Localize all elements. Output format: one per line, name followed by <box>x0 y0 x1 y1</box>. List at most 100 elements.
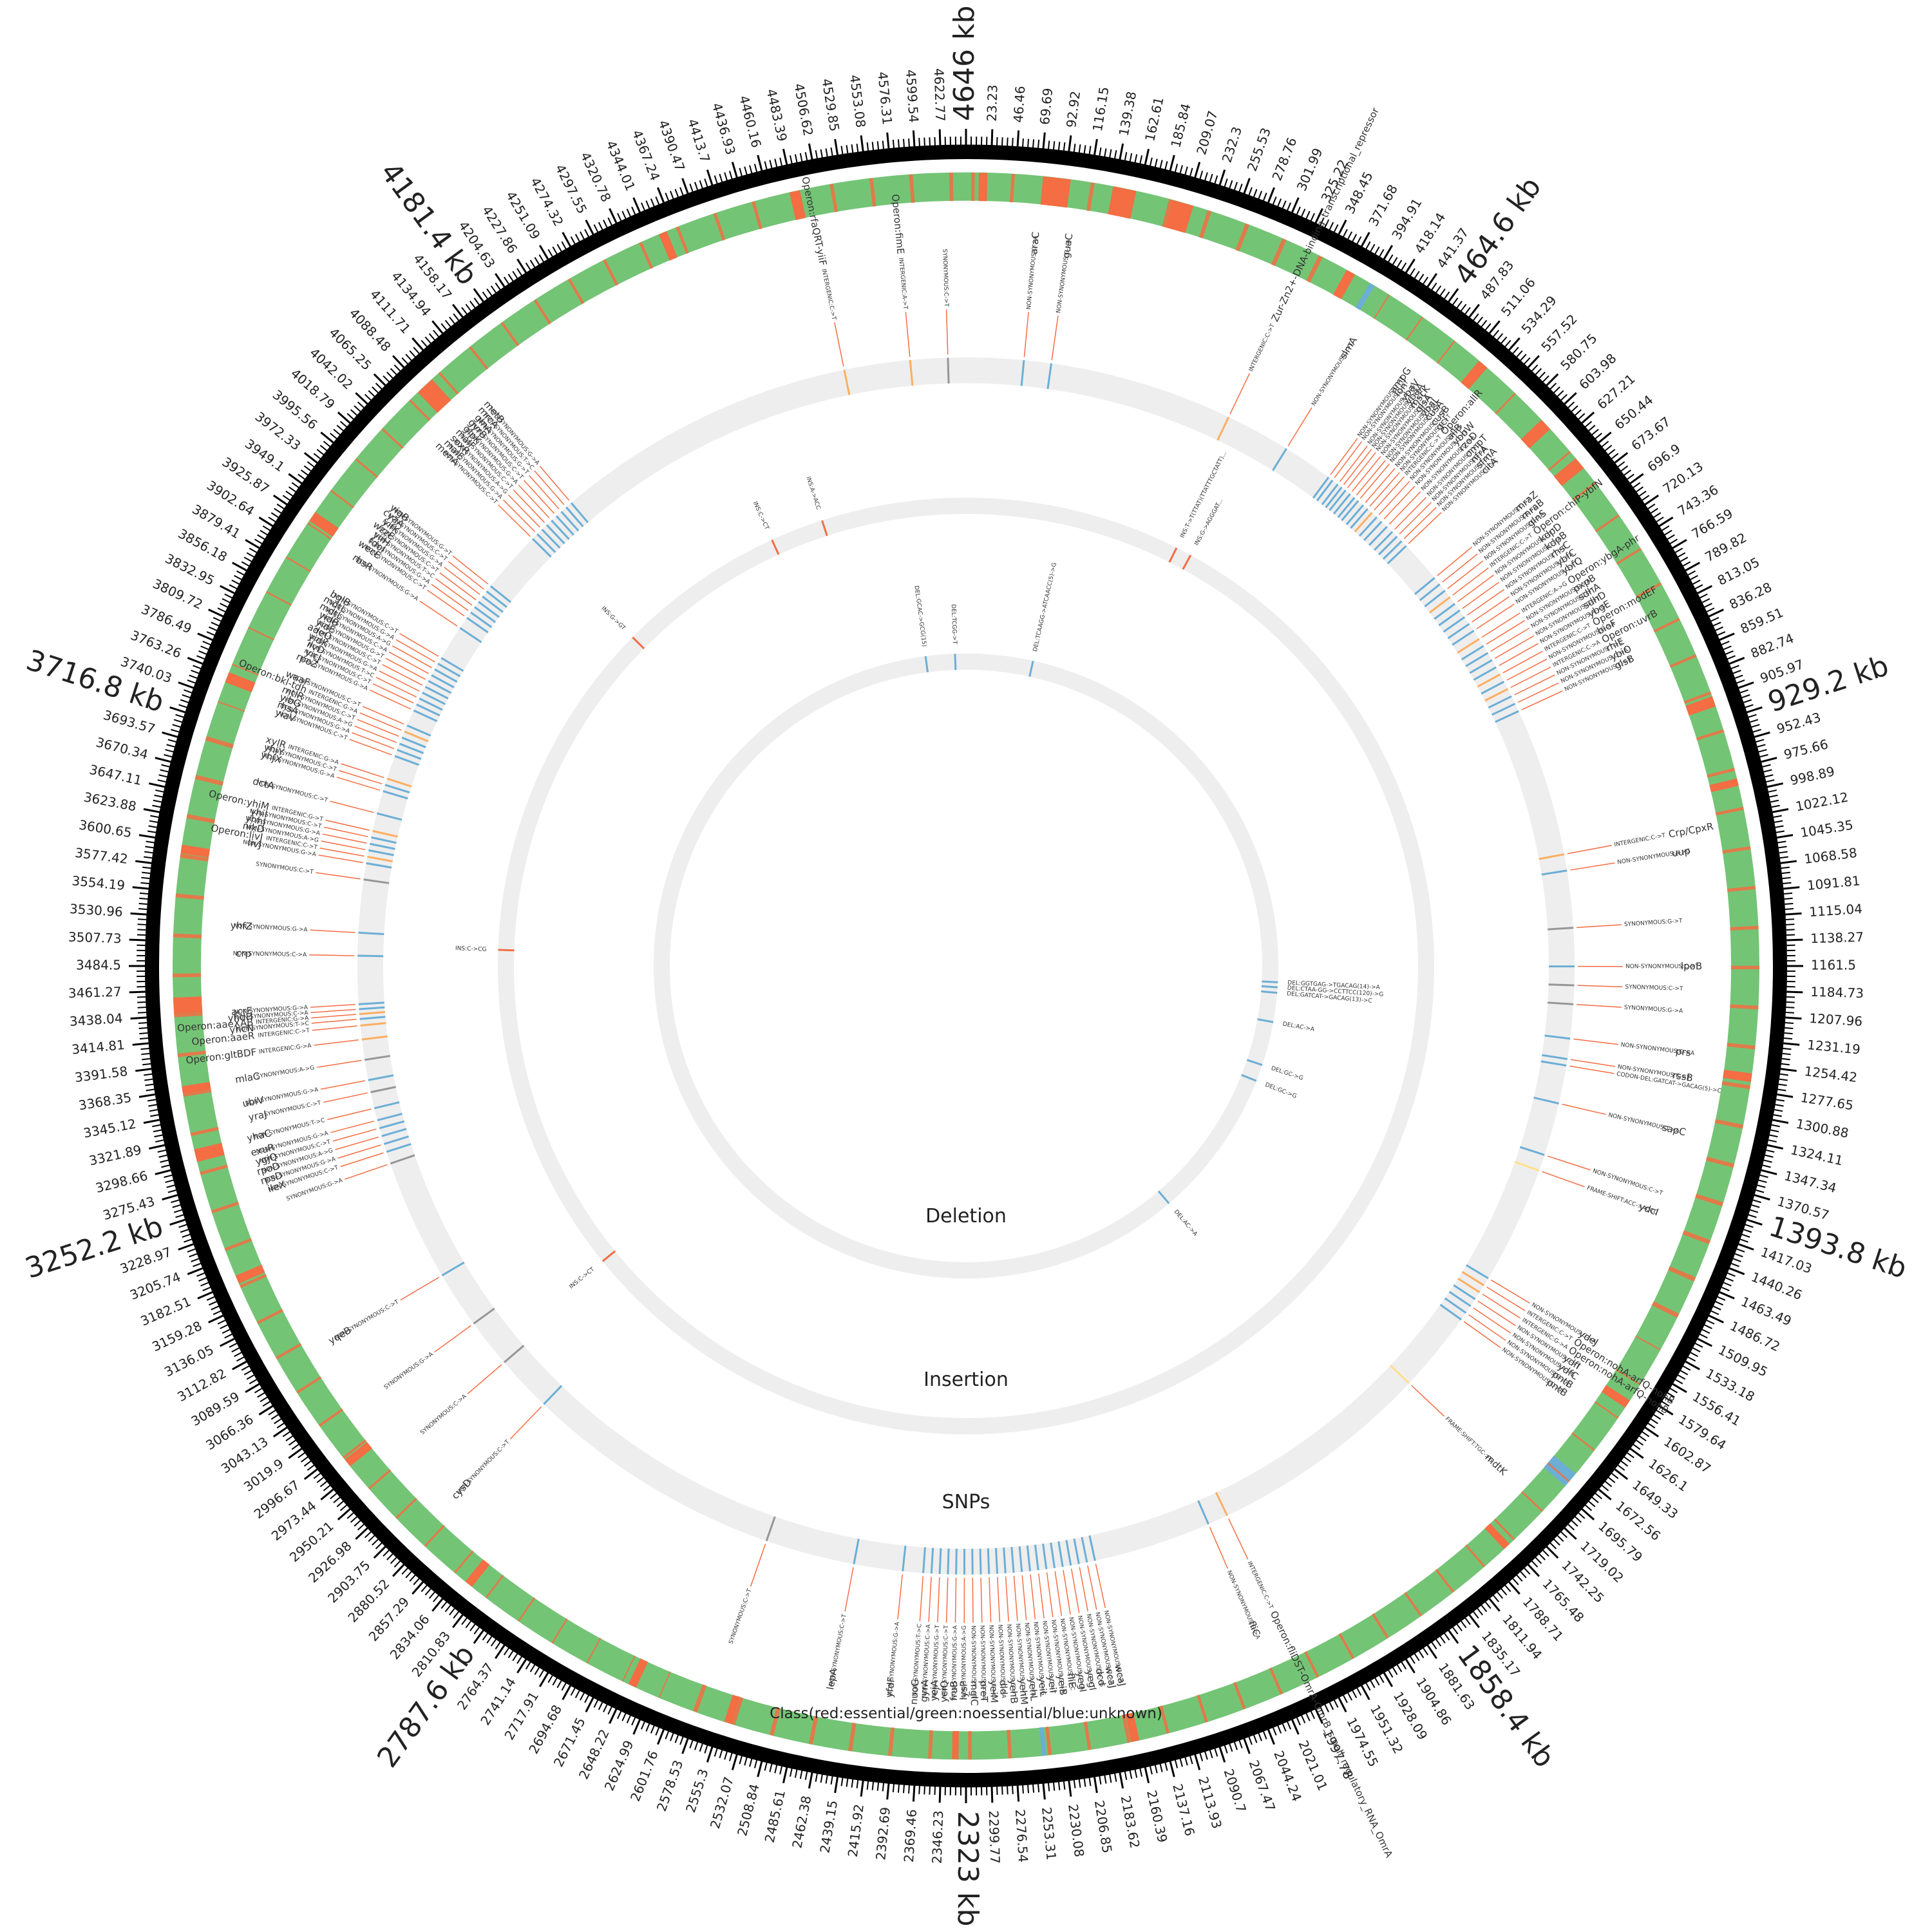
minor-tick <box>719 173 723 182</box>
major-tick <box>1658 516 1674 527</box>
minor-tick <box>175 714 184 718</box>
essential-stripe <box>909 174 915 204</box>
essential-region <box>1484 1523 1510 1549</box>
snp-connector <box>518 484 550 518</box>
snp-effect-label: SYNONYMOUS:C->T <box>728 1587 753 1645</box>
snp-connector <box>435 578 473 606</box>
snp-mark <box>386 777 412 788</box>
minor-tick <box>1647 503 1656 509</box>
snp-mark <box>765 1516 776 1542</box>
minor-tick <box>1624 469 1632 476</box>
major-tick <box>258 1405 274 1416</box>
snp-connector <box>1356 460 1386 496</box>
major-tick <box>1194 1754 1201 1770</box>
essential-stripe <box>1338 1633 1355 1660</box>
minor-tick <box>1229 180 1233 189</box>
essential-region <box>1685 696 1716 716</box>
minor-tick <box>1757 1184 1766 1188</box>
minor-tick <box>1692 1347 1701 1352</box>
minor-tick <box>538 254 544 263</box>
minor-tick <box>1680 556 1689 562</box>
essential-stripe <box>1727 886 1756 892</box>
minor-tick <box>694 182 699 191</box>
essential-stripe <box>177 1050 206 1057</box>
minor-tick <box>461 1617 468 1625</box>
minor-tick <box>313 1472 321 1479</box>
minor-tick <box>336 1501 344 1508</box>
deletion-label: DEL:GCAC->GCG(15) <box>913 585 927 647</box>
minor-tick <box>200 1282 209 1287</box>
major-tick <box>272 1426 288 1437</box>
snp-connector <box>311 1014 357 1019</box>
major-tick <box>609 208 618 223</box>
snp-gene-label: dcd <box>1094 1667 1108 1687</box>
minor-tick <box>1374 246 1380 254</box>
snp-mark <box>1484 688 1509 702</box>
minor-tick <box>1209 1750 1213 1759</box>
snp-connector <box>314 1039 359 1046</box>
minor-tick <box>739 1756 743 1765</box>
minor-tick <box>1766 779 1775 783</box>
minor-kb-label: 4436.93 <box>709 101 739 156</box>
insertion-label: INS:G->GT <box>600 605 627 632</box>
minor-tick <box>1001 1786 1003 1795</box>
minor-tick <box>1174 1759 1179 1768</box>
snp-effect-label: SYNONYMOUS:C->T <box>256 861 314 876</box>
minor-tick <box>1296 206 1301 215</box>
minor-tick <box>157 779 166 783</box>
essential-stripe <box>175 893 204 900</box>
minor-tick <box>386 372 393 379</box>
minor-tick <box>231 1347 240 1352</box>
minor-tick <box>1773 1114 1782 1117</box>
minor-tick <box>1694 1343 1703 1348</box>
minor-kb-label: 2624.99 <box>601 1738 637 1793</box>
minor-tick <box>851 144 854 153</box>
major-tick <box>495 1644 506 1660</box>
snp-effect-label: INTERGENIC:C->T <box>1248 323 1276 373</box>
minor-tick <box>330 433 337 439</box>
snp-mark <box>1341 500 1359 522</box>
snp-connector <box>980 1577 983 1623</box>
snp-mark <box>359 1006 385 1010</box>
minor-tick <box>1347 1692 1352 1701</box>
minor-tick <box>262 525 270 531</box>
essential-stripe <box>1721 1081 1750 1090</box>
minor-tick <box>1786 1007 1795 1009</box>
minor-tick <box>1431 282 1437 290</box>
minor-tick <box>1575 1516 1582 1523</box>
minor-kb-label: 2044.24 <box>1271 1748 1305 1804</box>
minor-tick <box>206 1296 215 1301</box>
snp-mark <box>416 703 440 717</box>
minor-tick <box>307 1464 315 1471</box>
major-tick <box>337 412 351 424</box>
minor-tick <box>231 580 240 585</box>
minor-tick <box>1452 298 1459 305</box>
snp-mark <box>386 1142 412 1153</box>
minor-tick <box>1149 1766 1153 1775</box>
minor-tick <box>1775 825 1784 828</box>
snp-mark <box>368 1074 394 1081</box>
minor-tick <box>603 1704 608 1712</box>
major-tick <box>452 303 464 318</box>
minor-tick <box>152 804 161 808</box>
minor-tick <box>1423 1647 1429 1656</box>
snp-connector <box>1383 486 1416 520</box>
snp-connector <box>321 840 366 851</box>
deletion-mark <box>1028 660 1034 677</box>
major-tick <box>148 782 166 788</box>
essential-stripe <box>1653 618 1680 633</box>
snp-mark <box>545 524 565 545</box>
minor-tick <box>631 1717 636 1726</box>
minor-tick <box>1739 1238 1748 1243</box>
minor-tick <box>1374 1678 1380 1686</box>
minor-tick <box>1725 650 1734 655</box>
minor-tick <box>209 626 217 631</box>
major-kb-label: 929.2 kb <box>1764 649 1893 719</box>
essential-stripe <box>1696 729 1725 741</box>
minor-kb-label: 1324.11 <box>1789 1142 1844 1168</box>
essential-stripe <box>500 321 520 346</box>
essential-stripe <box>248 627 274 641</box>
snp-mark <box>1428 596 1451 614</box>
minor-tick <box>1756 1189 1765 1193</box>
major-tick <box>412 337 424 351</box>
